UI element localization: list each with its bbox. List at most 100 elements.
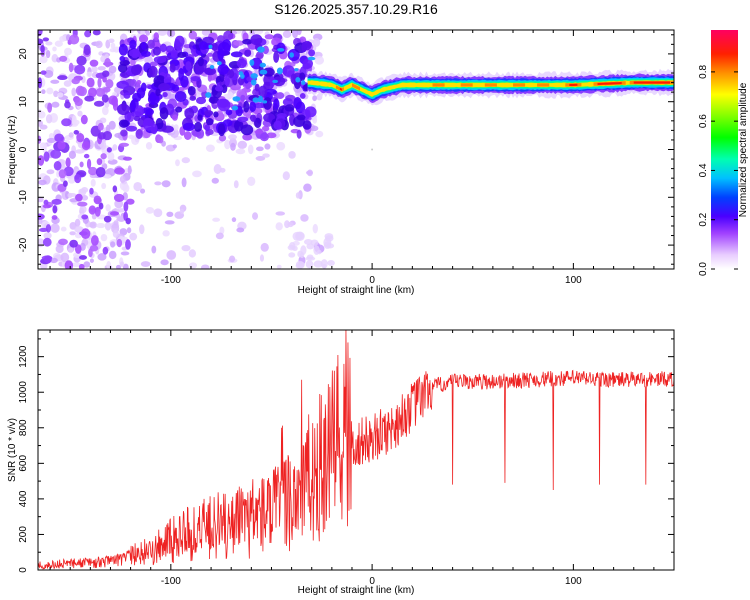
spectrogram-ytick-label: -10 bbox=[18, 190, 29, 205]
spectrogram-blob bbox=[243, 100, 250, 113]
spectrogram-blob bbox=[130, 79, 137, 87]
spectrogram-blob bbox=[78, 255, 88, 260]
spectrogram-blob bbox=[84, 95, 95, 102]
spectrogram-blob bbox=[126, 227, 132, 234]
spectrogram-blob bbox=[65, 157, 71, 168]
spectrogram-ytick-label: 20 bbox=[18, 48, 29, 60]
spectrogram-blob bbox=[100, 153, 107, 160]
spectrogram-blob bbox=[125, 125, 138, 132]
spectrogram-ylabel: Frequency (Hz) bbox=[7, 116, 18, 185]
spectrogram-blob bbox=[208, 44, 213, 49]
spectrogram-blob bbox=[73, 130, 80, 135]
spectrogram-blob bbox=[159, 43, 167, 53]
spectrogram-blob bbox=[79, 205, 87, 214]
spectrogram-blob bbox=[300, 245, 307, 255]
spectrogram-blob bbox=[215, 85, 224, 92]
spectrogram-blob bbox=[326, 243, 335, 249]
spectrogram-blob bbox=[104, 57, 111, 68]
spectrogram-blob bbox=[309, 125, 319, 132]
spectrogram-blob bbox=[255, 155, 266, 161]
spectrogram-blob bbox=[149, 61, 159, 67]
snr-ytick-label: 600 bbox=[18, 455, 29, 472]
spectrogram-blob bbox=[299, 93, 306, 99]
spectrogram-blob bbox=[249, 59, 255, 66]
ridge-orange bbox=[432, 83, 445, 87]
spectrogram-blob bbox=[173, 124, 179, 131]
spectrogram-blob bbox=[189, 262, 198, 269]
spectrogram-blob bbox=[200, 264, 210, 269]
spectrogram-blob bbox=[125, 217, 131, 225]
spectrogram-blob bbox=[133, 115, 141, 122]
spectrogram-blob bbox=[78, 263, 85, 269]
spectrogram-blob bbox=[138, 34, 149, 44]
spectrogram-blob bbox=[240, 124, 254, 136]
spectrogram-blob bbox=[290, 73, 298, 84]
spectrogram-blob bbox=[109, 48, 117, 53]
spectrogram-blob bbox=[83, 153, 90, 159]
spectrogram-blob bbox=[273, 120, 282, 130]
spectrogram-blob bbox=[276, 112, 287, 119]
spectrogram-blob bbox=[119, 55, 126, 62]
spectrogram-blob bbox=[38, 155, 45, 166]
snr-xtick-label: 0 bbox=[369, 576, 375, 587]
spectrogram-blob bbox=[288, 252, 296, 258]
spectrogram-blob bbox=[154, 181, 162, 186]
spectrogram-blob bbox=[110, 241, 116, 248]
spectrogram-blob bbox=[95, 40, 103, 49]
spectrogram-blob bbox=[299, 72, 306, 82]
spectrogram-blob bbox=[169, 63, 176, 73]
spectrogram-blob bbox=[71, 262, 82, 267]
spectrogram-blob bbox=[174, 91, 187, 103]
spectrogram-blob bbox=[106, 147, 112, 153]
spectrogram-blob bbox=[150, 123, 158, 135]
spectrogram-blob bbox=[141, 41, 147, 51]
spectrogram-blob bbox=[135, 39, 141, 48]
spectrogram-xtick-label: -100 bbox=[161, 275, 181, 286]
spectrogram-blob bbox=[89, 221, 97, 229]
spectrogram-blob bbox=[166, 211, 174, 218]
snr-ytick-label: 0 bbox=[18, 567, 29, 573]
ridge-yellow bbox=[307, 80, 674, 97]
spectrogram-blob bbox=[197, 114, 203, 121]
spectrogram-blob bbox=[256, 146, 264, 152]
spectrogram-blob bbox=[230, 51, 243, 58]
spectrogram-blob bbox=[262, 153, 270, 158]
spectrogram-blob bbox=[53, 161, 62, 171]
spectrogram-blob bbox=[293, 97, 302, 110]
spectrogram-blob bbox=[86, 158, 92, 169]
spectrogram-blob bbox=[111, 96, 118, 107]
spectrogram-blob bbox=[88, 205, 97, 215]
spectrogram-blob bbox=[230, 142, 236, 151]
spectrogram-blob bbox=[69, 231, 76, 236]
spectrogram-blob bbox=[247, 176, 256, 187]
spectrogram-blob bbox=[38, 196, 44, 203]
spectrogram-blob bbox=[258, 85, 268, 98]
spectrogram-blob bbox=[52, 205, 58, 214]
spectrogram-blob bbox=[101, 182, 107, 190]
spectrogram-blob bbox=[147, 39, 155, 49]
spectrogram-blob bbox=[97, 66, 106, 71]
spectrogram-blob bbox=[294, 68, 299, 72]
spectrogram-blob bbox=[75, 85, 85, 96]
snr-xtick-label: -100 bbox=[161, 576, 181, 587]
spectrogram-blob bbox=[50, 149, 62, 159]
colorbar-tick-label: 0.2 bbox=[698, 212, 709, 226]
spectrogram-blob bbox=[276, 264, 282, 269]
page-title: S126.2025.357.10.29.R16 bbox=[274, 1, 438, 17]
spectrogram-blob bbox=[242, 133, 253, 141]
spectrogram-blob bbox=[221, 84, 228, 94]
spectrogram-blob bbox=[75, 193, 83, 202]
spectrogram-blob bbox=[193, 121, 203, 132]
colorbar-tick-label: 0.0 bbox=[698, 262, 709, 276]
spectrogram-blob bbox=[43, 255, 52, 264]
spectrogram-blob bbox=[254, 117, 262, 129]
spectrogram-blob bbox=[262, 100, 268, 104]
spectrogram-blob bbox=[74, 174, 82, 184]
spectrogram-blob bbox=[77, 110, 83, 117]
spectrogram-blob bbox=[128, 49, 140, 58]
spectrogram-blob bbox=[213, 164, 222, 174]
spectrogram-blob bbox=[160, 259, 169, 266]
spectrogram-blob bbox=[306, 169, 313, 177]
spectrogram-blob bbox=[92, 30, 101, 36]
